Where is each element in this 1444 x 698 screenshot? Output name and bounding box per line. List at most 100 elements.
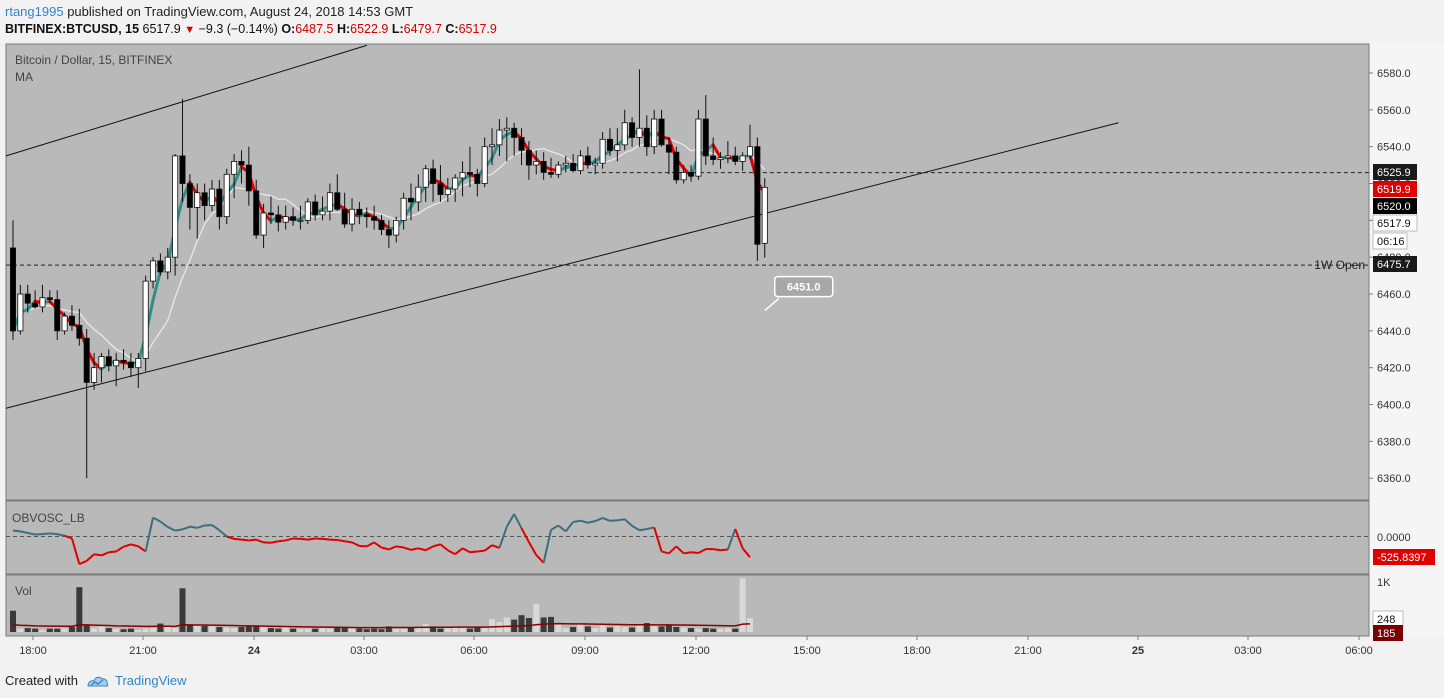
volume-bar — [24, 628, 31, 632]
price-pane[interactable]: 1W Open 6451.0 — [5, 44, 1369, 479]
price-axis-label-text: 0.0000 — [1377, 532, 1411, 544]
price-axis-label-text: -525.8397 — [1377, 552, 1427, 564]
candle-body — [636, 127, 643, 138]
candle-body — [24, 293, 31, 304]
volume-bar — [304, 628, 311, 632]
volume-bar — [459, 626, 466, 632]
candle — [430, 159, 437, 202]
osc-segment — [115, 545, 125, 553]
volume-bar — [651, 626, 658, 632]
time-axis[interactable]: 18:00 21:00 24 03:00 06:00 09:00 12:00 15:00 18:… — [19, 636, 1373, 657]
volume-bar — [105, 628, 112, 632]
price-axis-label-bg — [1373, 549, 1435, 565]
osc-segment — [617, 518, 625, 522]
osc-segment — [86, 553, 95, 562]
price-tick-label: 6400.0 — [1377, 400, 1411, 412]
price-axis-label-bg — [1373, 625, 1403, 641]
symbol-name: BITFINEX:BTCUSD, 15 — [5, 22, 140, 36]
osc-segment — [734, 528, 744, 549]
candle-body — [621, 122, 628, 146]
osc-segment — [587, 520, 596, 524]
candle — [179, 98, 186, 202]
volume-bar — [91, 628, 98, 632]
candle-body — [32, 302, 39, 308]
price-axis-label: 6517.9 — [1372, 214, 1418, 232]
osc-segment — [520, 527, 530, 543]
osc-segment — [388, 545, 397, 551]
candle — [732, 146, 739, 166]
candle-body — [503, 127, 510, 131]
price-axis-label-text: 6520.0 — [1377, 201, 1411, 213]
volume-bar — [341, 626, 348, 632]
volume-bar — [186, 624, 193, 632]
candle — [629, 117, 636, 147]
price-axis-label: -525.8397 — [1373, 549, 1435, 565]
osc-segment — [381, 546, 390, 551]
osc-segment — [233, 537, 242, 541]
osc-segment — [454, 547, 464, 555]
candle-body — [606, 138, 613, 151]
volume-bar — [688, 628, 695, 632]
volume-bar — [415, 627, 422, 632]
volume-pane[interactable] — [10, 578, 753, 632]
price-axis-label-bg — [1373, 256, 1417, 272]
osc-segment — [12, 529, 21, 533]
candle-body — [39, 297, 46, 308]
osc-segment — [152, 516, 161, 523]
candle-body — [702, 118, 709, 157]
volume-bar — [452, 627, 459, 632]
candle-body — [208, 188, 215, 207]
vol-pane-title: Vol — [15, 584, 32, 598]
osc-segment — [535, 554, 545, 564]
osc-segment — [639, 528, 647, 532]
tradingview-logo-icon — [87, 676, 109, 686]
oscillator-pane[interactable] — [6, 513, 1369, 565]
candle-body — [658, 118, 665, 146]
candle-body — [120, 359, 127, 363]
candle — [761, 178, 768, 258]
volume-bar — [334, 627, 341, 632]
trendline-0 — [5, 44, 367, 157]
candle-body — [407, 197, 414, 203]
tradingview-link[interactable]: TradingView — [114, 673, 187, 688]
candle — [267, 196, 274, 225]
candle — [275, 205, 282, 232]
candle-body — [481, 146, 488, 184]
candle — [39, 284, 46, 313]
candle — [260, 203, 267, 248]
candle — [363, 207, 370, 228]
candle — [172, 154, 179, 276]
volume-bar — [135, 629, 142, 632]
osc-segment — [20, 530, 28, 534]
candle-body — [570, 162, 577, 172]
osc-segment — [594, 517, 603, 523]
candle — [400, 192, 407, 230]
candle-body — [614, 144, 621, 151]
osc-segment — [351, 541, 360, 547]
osc-segment — [255, 538, 264, 544]
price-axis[interactable]: 6360.06380.06400.06420.06440.06460.06480… — [1369, 68, 1435, 641]
publisher-username[interactable]: rtang1995 — [5, 4, 64, 19]
price-axis-label-text: 6475.7 — [1377, 259, 1411, 271]
price-axis-label-text: 1K — [1377, 577, 1391, 589]
volume-average-line — [12, 622, 751, 629]
candle-body — [459, 172, 466, 179]
osc-segment — [373, 541, 383, 549]
osc-segment — [270, 540, 279, 544]
candle-body — [695, 118, 702, 177]
candle — [636, 69, 643, 147]
volume-bar — [164, 626, 171, 632]
volume-bar — [231, 628, 238, 632]
volume-bar — [658, 626, 665, 632]
volume-bar — [54, 628, 61, 632]
candle-body — [46, 297, 53, 300]
candle — [150, 257, 157, 289]
osc-segment — [159, 520, 169, 528]
last-price: 6517.9 — [142, 22, 181, 36]
volume-bar — [363, 629, 370, 632]
time-tick-label: 06:00 — [460, 645, 488, 657]
volume-bar — [584, 626, 591, 632]
candle — [385, 220, 392, 248]
osc-segment — [668, 545, 677, 555]
